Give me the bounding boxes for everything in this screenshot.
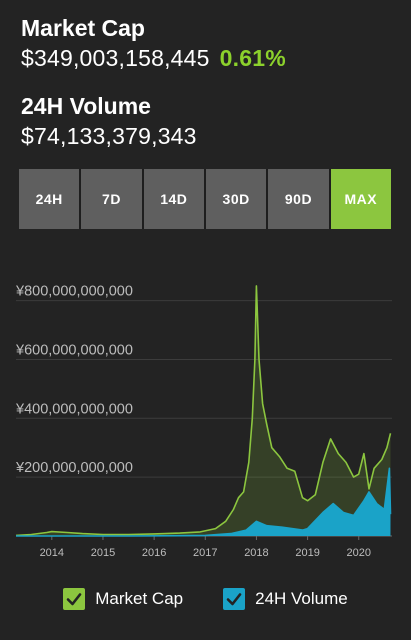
- volume-series-area: [16, 468, 391, 536]
- market-cap-value-row: $349,003,158,445 0.61%: [21, 45, 286, 72]
- x-tick-label: 2015: [91, 547, 115, 559]
- x-tick-label: 2020: [347, 547, 371, 559]
- market-cap-change: 0.61%: [219, 45, 286, 71]
- range-tab-7d[interactable]: 7D: [81, 169, 142, 229]
- volume-series-line: [16, 467, 392, 537]
- x-tick-label: 2019: [295, 547, 319, 559]
- market-cap-series-line: [15, 285, 392, 537]
- market-chart[interactable]: ¥200,000,000,000 ¥400,000,000,000 ¥600,000…: [0, 280, 411, 570]
- y-tick-label: ¥400,000,000,000: [15, 401, 133, 417]
- market-cap-title: Market Cap: [21, 15, 145, 41]
- volume-title: 24H Volume: [21, 93, 151, 119]
- range-tab-14d[interactable]: 14D: [143, 169, 204, 229]
- x-tick-label: 2018: [244, 547, 268, 559]
- market-cap-checkbox-icon[interactable]: [63, 588, 86, 610]
- legend-market-cap-label: Market Cap: [95, 589, 184, 608]
- x-tick-label: 2017: [193, 547, 217, 559]
- range-tab-30d[interactable]: 30D: [205, 169, 267, 229]
- legend-market-cap[interactable]: Market Cap: [63, 588, 183, 610]
- time-range-selector: 24H 7D 14D 30D 90D MAX: [19, 169, 391, 229]
- range-tab-24h[interactable]: 24H: [19, 169, 80, 229]
- y-tick-label: ¥600,000,000,000: [15, 342, 133, 358]
- legend-volume[interactable]: 24H Volume: [223, 588, 348, 610]
- range-tab-max[interactable]: MAX: [330, 169, 391, 229]
- y-tick-label: ¥200,000,000,000: [15, 460, 133, 476]
- market-cap-value: $349,003,158,445: [21, 45, 210, 71]
- y-tick-label: ¥800,000,000,000: [15, 284, 133, 300]
- market-cap-series-area: [16, 285, 391, 536]
- x-tick-label: 2014: [40, 547, 64, 559]
- legend-volume-label: 24H Volume: [255, 589, 348, 608]
- x-tick-label: 2016: [142, 547, 166, 559]
- volume-checkbox-icon[interactable]: [223, 588, 246, 610]
- chart-legend: Market Cap 24H Volume: [0, 588, 411, 610]
- volume-value: $74,133,379,343: [21, 123, 197, 149]
- range-tab-90d[interactable]: 90D: [268, 169, 329, 229]
